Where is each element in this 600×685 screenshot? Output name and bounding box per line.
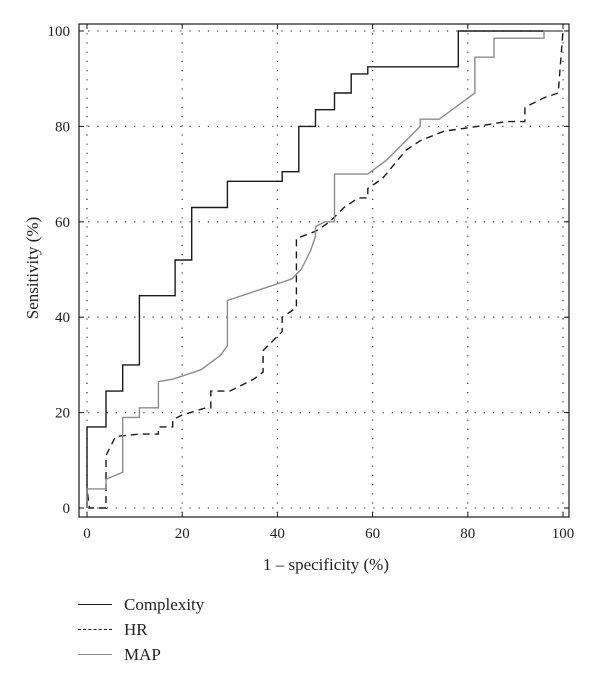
x-tick-label: 60 [365,526,380,542]
y-tick-label: 80 [55,119,70,135]
legend-label: Complexity [124,594,205,614]
legend-label: MAP [124,644,161,664]
x-tick-labels: 0 20 40 60 80 100 [83,526,574,542]
x-tick-label: 40 [270,526,285,542]
y-tick-label: 20 [55,406,70,422]
roc-chart: 0 20 40 60 80 100 0 20 40 60 80 100 1 – specificit… [23,23,574,574]
ticks [79,24,569,517]
legend-item-complexity: Complexity [78,592,204,617]
y-tick-label: 0 [63,501,71,517]
grid [79,24,569,517]
legend-item-hr: HR [78,617,204,642]
legend-swatch-complexity [78,604,112,605]
x-tick-label: 80 [460,526,475,542]
legend-swatch-hr [78,629,112,630]
x-tick-label: 20 [175,526,190,542]
legend-item-map: MAP [78,642,204,667]
series-lines [86,30,564,509]
y-tick-label: 40 [55,310,70,326]
y-tick-label: 60 [55,215,70,231]
x-tick-label: 100 [552,526,575,542]
legend: Complexity HR MAP [78,592,204,667]
legend-swatch-map [78,654,112,655]
y-tick-labels: 0 20 40 60 80 100 [48,24,71,517]
y-axis-title: Sensitivity (%) [23,217,42,319]
x-tick-label: 0 [83,526,91,542]
series-line-complexity [86,30,563,508]
series-line-hr [86,30,564,509]
series-line-map [86,30,563,508]
y-tick-label: 100 [48,24,71,40]
legend-label: HR [124,619,148,639]
x-axis-title: 1 – specificity (%) [263,555,389,574]
plot-area-border [78,23,570,518]
